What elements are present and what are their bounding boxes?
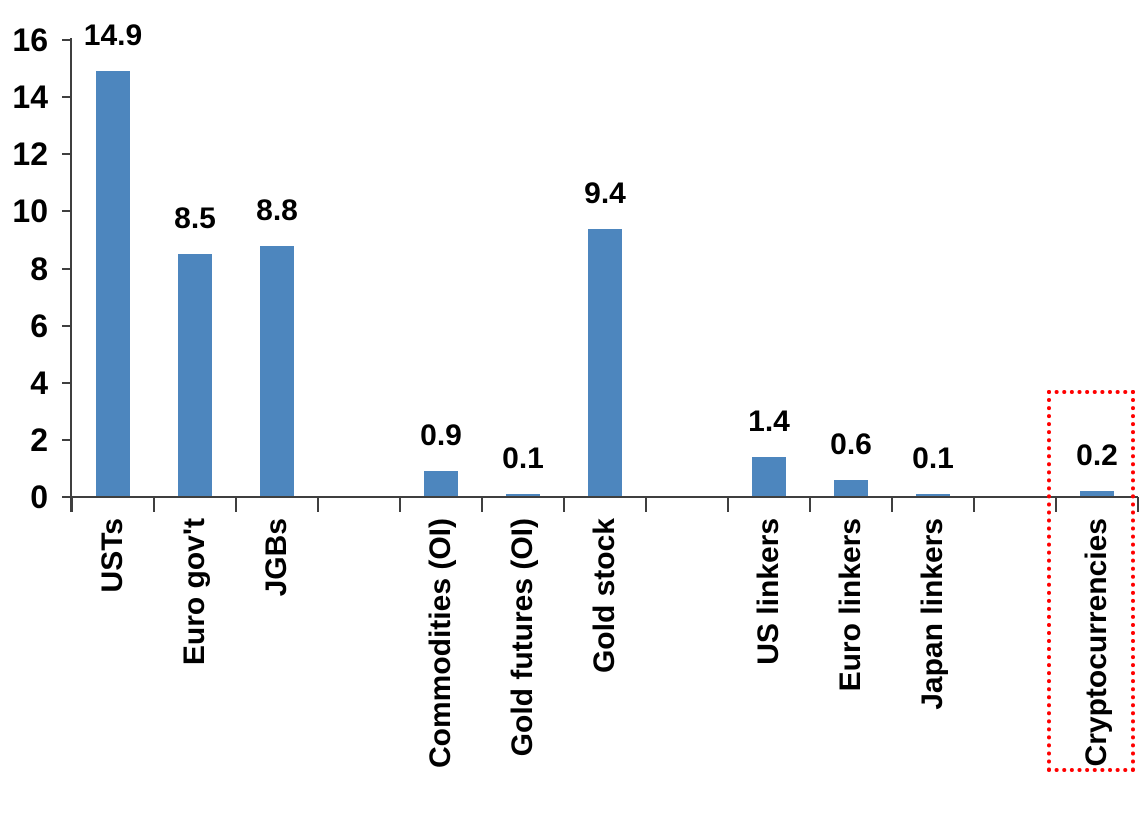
x-axis-line	[70, 496, 1138, 498]
y-axis-tick	[62, 496, 72, 498]
bar-value-label-japan-linkers: 0.1	[912, 442, 954, 476]
y-axis-tick	[62, 267, 72, 270]
y-axis-tick-label: 16	[12, 22, 48, 58]
category-label-japan-linkers: Japan linkers	[916, 518, 949, 710]
y-axis-tick-label: 10	[12, 193, 48, 230]
y-axis-tick	[62, 153, 72, 156]
bar-jgbs	[260, 245, 294, 497]
cryptocurrencies-highlight-box	[1047, 390, 1135, 772]
bar-value-label-usts: 14.9	[83, 19, 143, 53]
bar-value-label-gold-stock: 9.4	[584, 176, 626, 210]
x-axis-tick	[1137, 497, 1139, 512]
y-axis-tick-label: 4	[30, 364, 48, 401]
y-axis-tick	[62, 210, 72, 213]
x-axis-tick	[563, 497, 565, 512]
bar-gold-futures-oi	[506, 494, 540, 497]
bar-value-label-euro-gov-t: 8.5	[174, 202, 216, 236]
y-axis-tick-label: 6	[30, 307, 48, 344]
x-axis-tick	[891, 497, 893, 512]
y-axis-tick	[62, 438, 72, 441]
bar-japan-linkers	[916, 494, 950, 497]
bar-value-label-gold-futures-oi: 0.1	[502, 442, 544, 476]
category-label-commodities-oi: Commodities (OI)	[424, 518, 457, 769]
bar-value-label-us-linkers: 1.4	[748, 405, 790, 438]
category-label-jgbs: JGBs	[260, 518, 293, 597]
bar-commodities-oi	[424, 471, 458, 497]
y-axis-tick-label: 12	[12, 136, 48, 173]
x-axis-tick	[235, 497, 237, 512]
bar-value-label-jgbs: 8.8	[256, 193, 298, 227]
x-axis-tick	[481, 497, 483, 512]
y-axis-tick-label: 8	[30, 250, 48, 287]
x-axis-tick	[71, 497, 73, 512]
bar-us-linkers	[752, 457, 786, 497]
y-axis-tick	[62, 324, 72, 327]
x-axis-tick	[727, 497, 729, 512]
x-axis-tick	[645, 497, 647, 512]
bar-value-label-cryptocurrencies: 0.2	[1076, 439, 1118, 473]
bar-gold-stock	[588, 228, 622, 497]
bar-euro-linkers	[834, 479, 868, 497]
category-label-euro-gov-t: Euro gov't	[178, 518, 211, 666]
x-axis-tick	[153, 497, 155, 512]
category-label-gold-stock: Gold stock	[588, 518, 621, 674]
y-axis-tick-label: 14	[12, 79, 48, 116]
bar-value-label-euro-linkers: 0.6	[830, 427, 872, 461]
category-label-euro-linkers: Euro linkers	[834, 518, 867, 692]
x-axis-tick	[809, 497, 811, 512]
y-axis-tick	[62, 96, 72, 99]
x-axis-tick	[399, 497, 401, 512]
y-axis-line	[70, 38, 72, 512]
bar-usts	[96, 71, 130, 497]
x-axis-tick	[973, 497, 975, 512]
y-axis-tick-label: 2	[30, 421, 48, 458]
category-label-usts: USTs	[96, 518, 129, 593]
y-axis-tick-label: 0	[30, 479, 48, 515]
bar-value-label-commodities-oi: 0.9	[420, 419, 462, 453]
y-axis-tick	[62, 381, 72, 384]
bar-chart: 0 2 4 6 8 10 12 14 16 14.9 USTs 8.5 Euro gov't 8.8 JGB…	[12, 19, 1139, 772]
x-axis-tick	[1055, 497, 1057, 512]
y-axis-tick	[62, 39, 72, 41]
category-label-gold-futures-oi: Gold futures (OI)	[506, 518, 539, 757]
bar-euro-gov-t	[178, 254, 212, 497]
x-axis-tick	[317, 497, 319, 512]
category-label-us-linkers: US linkers	[752, 518, 785, 665]
bar-cryptocurrencies	[1080, 491, 1114, 497]
